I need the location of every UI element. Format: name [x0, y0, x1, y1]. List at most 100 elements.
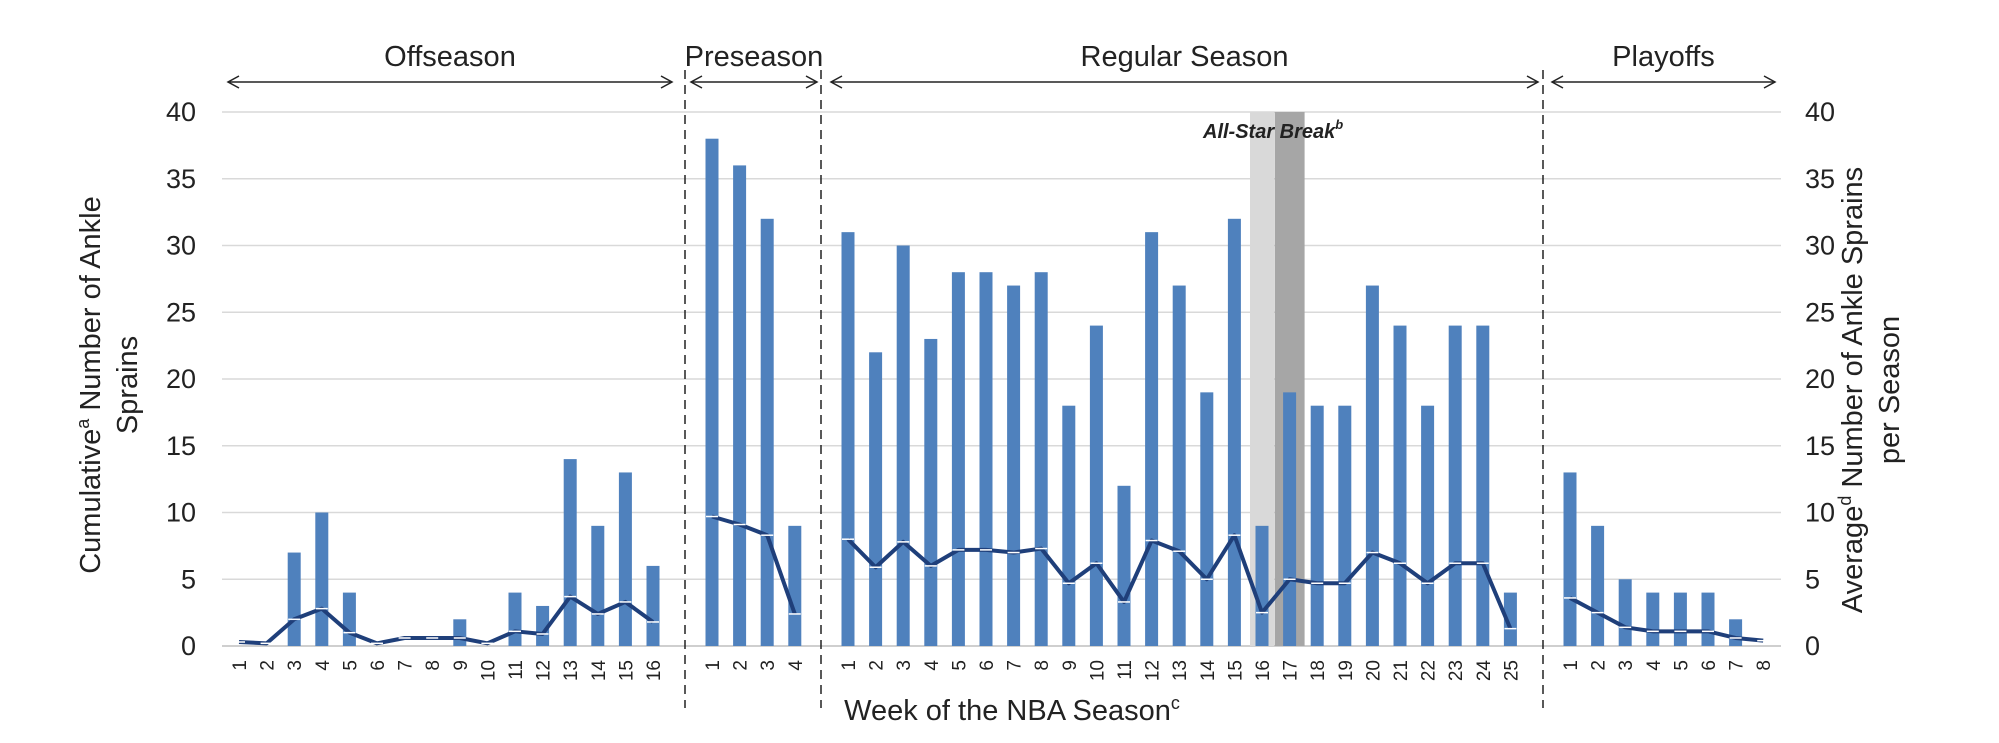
y-axis-title-left-line2: Sprains [112, 336, 144, 434]
y-tick-right: 30 [1805, 231, 1835, 261]
bar [1007, 285, 1021, 646]
bar [1310, 405, 1324, 646]
arrowhead-left [689, 75, 703, 89]
x-tick: 2 [258, 660, 279, 671]
line-average [233, 514, 1770, 646]
bar [1227, 218, 1241, 647]
y-tick-left: 15 [166, 431, 196, 461]
bar [342, 592, 356, 646]
x-tick: 7 [1727, 660, 1748, 671]
x-tick: 24 [1474, 660, 1495, 682]
x-tick: 9 [451, 660, 472, 671]
x-tick: 3 [894, 660, 915, 671]
arrowhead-left [829, 75, 843, 89]
x-tick: 7 [396, 660, 417, 671]
bar [453, 619, 467, 646]
y-tick-left: 25 [166, 297, 196, 327]
average-line-segment [711, 514, 797, 615]
bar [733, 165, 747, 646]
x-tick: 12 [534, 660, 555, 681]
bar [924, 338, 938, 646]
x-tick: 19 [1336, 660, 1357, 681]
x-tick: 15 [1225, 660, 1246, 681]
y-tick-right: 5 [1805, 564, 1820, 594]
bar [1200, 392, 1214, 646]
bar [1673, 592, 1687, 646]
x-tick: 4 [1644, 660, 1665, 671]
y-tick-left: 40 [166, 97, 196, 127]
y-tick-left: 5 [181, 564, 196, 594]
x-tick: 14 [1198, 660, 1219, 682]
bar [788, 525, 802, 646]
x-tick: 5 [949, 660, 970, 671]
bars-cumulative [287, 138, 1743, 647]
bar [1701, 592, 1715, 646]
x-tick: 10 [478, 660, 499, 681]
x-tick: 11 [506, 660, 527, 680]
bar [1393, 325, 1407, 646]
arrowhead-right [1526, 75, 1540, 89]
bar [1062, 405, 1076, 646]
bar [315, 512, 329, 646]
x-tick: 9 [1060, 660, 1081, 671]
x-tick: 2 [731, 660, 752, 671]
average-line-segment [1569, 596, 1764, 643]
y-tick-left: 30 [166, 231, 196, 261]
x-tick: 3 [285, 660, 306, 671]
phase-label-regular-season: Regular Season [1081, 41, 1289, 73]
x-tick: 14 [589, 660, 610, 682]
x-tick: 4 [922, 660, 943, 671]
x-tick: 7 [1005, 660, 1026, 671]
x-tick: 8 [1754, 660, 1775, 671]
x-axis-title: Week of the NBA Seasonc [844, 693, 1180, 727]
x-tick: 13 [1170, 660, 1191, 681]
y-axis-title-right-line2: per Season [1874, 316, 1906, 464]
x-tick: 15 [616, 660, 637, 681]
y-tick-right: 25 [1805, 297, 1835, 327]
x-tick: 5 [340, 660, 361, 671]
phase-dividers [684, 70, 1544, 708]
x-tick: 4 [313, 660, 334, 671]
x-tick: 20 [1363, 660, 1384, 681]
bar [841, 232, 855, 646]
bar [1338, 405, 1352, 646]
bar [1421, 405, 1435, 646]
y-tick-left: 35 [166, 164, 196, 194]
bar [1283, 392, 1297, 646]
x-tick: 1 [703, 660, 724, 671]
bar [1563, 472, 1577, 646]
bar [1117, 485, 1131, 646]
x-tick: 8 [423, 660, 444, 671]
x-tick: 1 [1561, 660, 1582, 671]
bar [1448, 325, 1462, 646]
bar [1034, 272, 1048, 646]
arrowhead-left [1550, 75, 1564, 89]
bar [760, 218, 774, 647]
bar [1172, 285, 1186, 646]
x-tick: 12 [1143, 660, 1164, 681]
x-tick: 18 [1308, 660, 1329, 681]
bar [536, 605, 550, 646]
x-tick: 1 [230, 660, 251, 671]
x-tick: 11 [1115, 660, 1136, 680]
x-tick: 10 [1087, 660, 1108, 681]
x-tick: 6 [977, 660, 998, 671]
y-tick-right: 0 [1805, 631, 1820, 661]
y-axis-title-right: Averaged Number of Ankle Sprains [1835, 167, 1869, 613]
y-tick-right: 35 [1805, 164, 1835, 194]
bar [896, 245, 910, 646]
y-tick-left: 10 [166, 498, 196, 528]
x-tick: 13 [561, 660, 582, 681]
x-tick: 21 [1391, 660, 1412, 681]
bar [1646, 592, 1660, 646]
x-tick: 6 [368, 660, 389, 671]
x-tick: 2 [1589, 660, 1610, 671]
phase-label-playoffs: Playoffs [1612, 41, 1715, 73]
y-tick-right: 10 [1805, 498, 1835, 528]
y-tick-right: 20 [1805, 364, 1835, 394]
x-tick: 23 [1446, 660, 1467, 681]
x-tick: 16 [644, 660, 665, 681]
bar [618, 472, 632, 646]
